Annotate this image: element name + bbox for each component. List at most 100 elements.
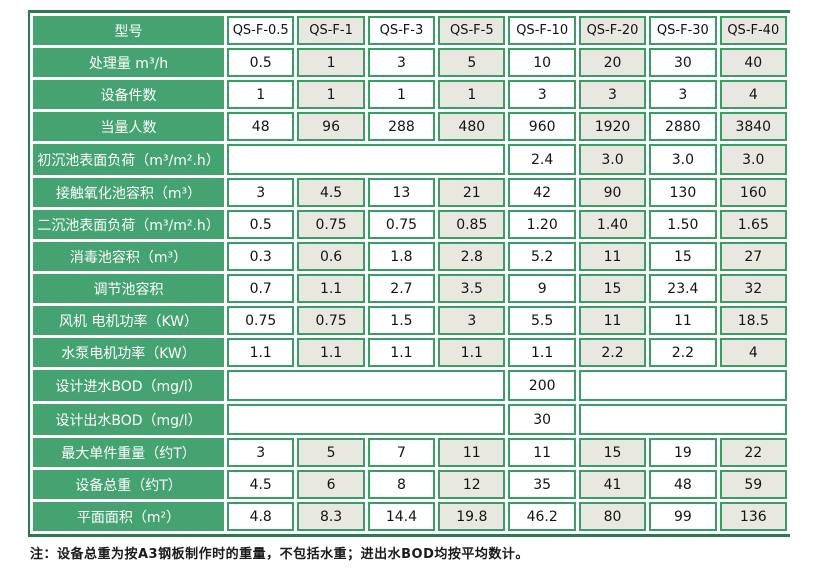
model-header-cell: QS-F-0.5 <box>227 16 295 45</box>
value-cell: 99 <box>649 502 717 531</box>
value-cell: 2.2 <box>578 338 647 367</box>
value-cell: 5 <box>297 438 365 467</box>
table-row: 最大单件重量（约T） 3 5 7 11 11 15 19 22 <box>33 438 787 467</box>
value-cell: 11 <box>508 438 576 467</box>
value-cell: 2880 <box>649 112 717 141</box>
value-cell: 1.5 <box>367 306 436 335</box>
table-row: 设计进水BOD（mg/l） 200 <box>33 370 787 401</box>
value-cell: 136 <box>719 502 787 531</box>
table-row: 风机 电机功率（KW） 0.75 0.75 1.5 3 5.5 11 11 18… <box>33 306 787 335</box>
value-cell: 0.3 <box>227 242 295 271</box>
model-header-cell: QS-F-3 <box>367 16 436 45</box>
value-cell: 0.75 <box>367 210 436 239</box>
row-label-contact-oxidation-tank-volume: 接触氧化池容积（m³） <box>33 178 225 207</box>
empty-span-cell <box>578 370 787 401</box>
value-cell: 19 <box>649 438 717 467</box>
table-row: 处理量 m³/h 0.5 1 3 5 10 20 30 40 <box>33 48 787 77</box>
value-cell: 46.2 <box>508 502 576 531</box>
value-cell: 480 <box>438 112 506 141</box>
value-cell: 40 <box>719 48 787 77</box>
table-row: 初沉池表面负荷（m³/m².h） 2.4 3.0 3.0 3.0 <box>33 144 787 175</box>
row-label-primary-settling-surface-load: 初沉池表面负荷（m³/m².h） <box>33 144 225 175</box>
value-cell: 130 <box>649 178 717 207</box>
empty-span-cell <box>227 404 506 435</box>
value-cell: 59 <box>719 470 787 499</box>
value-cell: 41 <box>578 470 647 499</box>
value-cell: 1 <box>227 80 295 109</box>
value-cell: 15 <box>578 438 647 467</box>
model-header-cell: QS-F-5 <box>438 16 506 45</box>
table-row: 调节池容积 0.7 1.1 2.7 3.5 9 15 23.4 32 <box>33 274 787 303</box>
row-label-pump-motor-power: 水泵电机功率（KW） <box>33 338 225 367</box>
value-cell: 960 <box>508 112 576 141</box>
value-cell: 30 <box>508 404 576 435</box>
model-header-cell: QS-F-40 <box>719 16 787 45</box>
table-row: 水泵电机功率（KW） 1.1 1.1 1.1 1.1 1.1 2.2 2.2 4 <box>33 338 787 367</box>
row-label-model: 型号 <box>33 16 225 45</box>
row-label-secondary-settling-surface-load: 二沉池表面负荷（m³/m².h） <box>33 210 225 239</box>
table-row: 当量人数 48 96 288 480 960 1920 2880 3840 <box>33 112 787 141</box>
value-cell: 15 <box>578 274 647 303</box>
value-cell: 288 <box>367 112 436 141</box>
model-header-cell: QS-F-1 <box>297 16 365 45</box>
value-cell: 4 <box>719 338 787 367</box>
model-header-cell: QS-F-10 <box>508 16 576 45</box>
row-label-equipment-count: 设备件数 <box>33 80 225 109</box>
row-label-design-outlet-bod: 设计出水BOD（mg/l） <box>33 404 225 435</box>
value-cell: 90 <box>578 178 647 207</box>
model-header-cell: QS-F-20 <box>578 16 647 45</box>
value-cell: 2.2 <box>649 338 717 367</box>
value-cell: 1 <box>297 80 365 109</box>
value-cell: 3 <box>508 80 576 109</box>
value-cell: 1 <box>367 80 436 109</box>
value-cell: 48 <box>227 112 295 141</box>
value-cell: 1.20 <box>508 210 576 239</box>
empty-span-cell <box>578 404 787 435</box>
value-cell: 3.0 <box>719 144 787 175</box>
empty-span-cell <box>227 144 506 175</box>
value-cell: 4.8 <box>227 502 295 531</box>
value-cell: 1920 <box>578 112 647 141</box>
value-cell: 13 <box>367 178 436 207</box>
footnote: 注：设备总重为按A3钢板制作时的重量，不包括水重；进出水BOD均按平均数计。 <box>30 547 529 562</box>
value-cell: 1.1 <box>508 338 576 367</box>
value-cell: 3.5 <box>438 274 506 303</box>
value-cell: 1.1 <box>367 338 436 367</box>
value-cell: 3.0 <box>649 144 717 175</box>
empty-span-cell <box>227 370 506 401</box>
spec-table: 型号 QS-F-0.5 QS-F-1 QS-F-3 QS-F-5 QS-F-10… <box>30 13 790 534</box>
row-label-fan-motor-power: 风机 电机功率（KW） <box>33 306 225 335</box>
value-cell: 35 <box>508 470 576 499</box>
value-cell: 160 <box>719 178 787 207</box>
value-cell: 11 <box>578 306 647 335</box>
value-cell: 22 <box>719 438 787 467</box>
value-cell: 1 <box>297 48 365 77</box>
table-row: 平面面积（m²） 4.8 8.3 14.4 19.8 46.2 80 99 13… <box>33 502 787 531</box>
value-cell: 0.75 <box>297 210 365 239</box>
value-cell: 11 <box>649 306 717 335</box>
value-cell: 1.65 <box>719 210 787 239</box>
row-label-disinfection-tank-volume: 消毒池容积（m³） <box>33 242 225 271</box>
value-cell: 5 <box>438 48 506 77</box>
value-cell: 1.1 <box>227 338 295 367</box>
value-cell: 2.4 <box>508 144 576 175</box>
value-cell: 0.75 <box>227 306 295 335</box>
value-cell: 3 <box>578 80 647 109</box>
header-row: 型号 QS-F-0.5 QS-F-1 QS-F-3 QS-F-5 QS-F-10… <box>33 16 787 45</box>
value-cell: 3 <box>438 306 506 335</box>
value-cell: 8 <box>367 470 436 499</box>
value-cell: 0.6 <box>297 242 365 271</box>
spec-table-frame: 型号 QS-F-0.5 QS-F-1 QS-F-3 QS-F-5 QS-F-10… <box>28 10 790 537</box>
row-label-floor-area: 平面面积（m²） <box>33 502 225 531</box>
value-cell: 14.4 <box>367 502 436 531</box>
table-row: 二沉池表面负荷（m³/m².h） 0.5 0.75 0.75 0.85 1.20… <box>33 210 787 239</box>
value-cell: 32 <box>719 274 787 303</box>
value-cell: 3840 <box>719 112 787 141</box>
row-label-equivalent-population: 当量人数 <box>33 112 225 141</box>
value-cell: 23.4 <box>649 274 717 303</box>
value-cell: 6 <box>297 470 365 499</box>
value-cell: 8.3 <box>297 502 365 531</box>
row-label-total-equipment-weight: 设备总重（约T） <box>33 470 225 499</box>
row-label-capacity: 处理量 m³/h <box>33 48 225 77</box>
value-cell: 20 <box>578 48 647 77</box>
